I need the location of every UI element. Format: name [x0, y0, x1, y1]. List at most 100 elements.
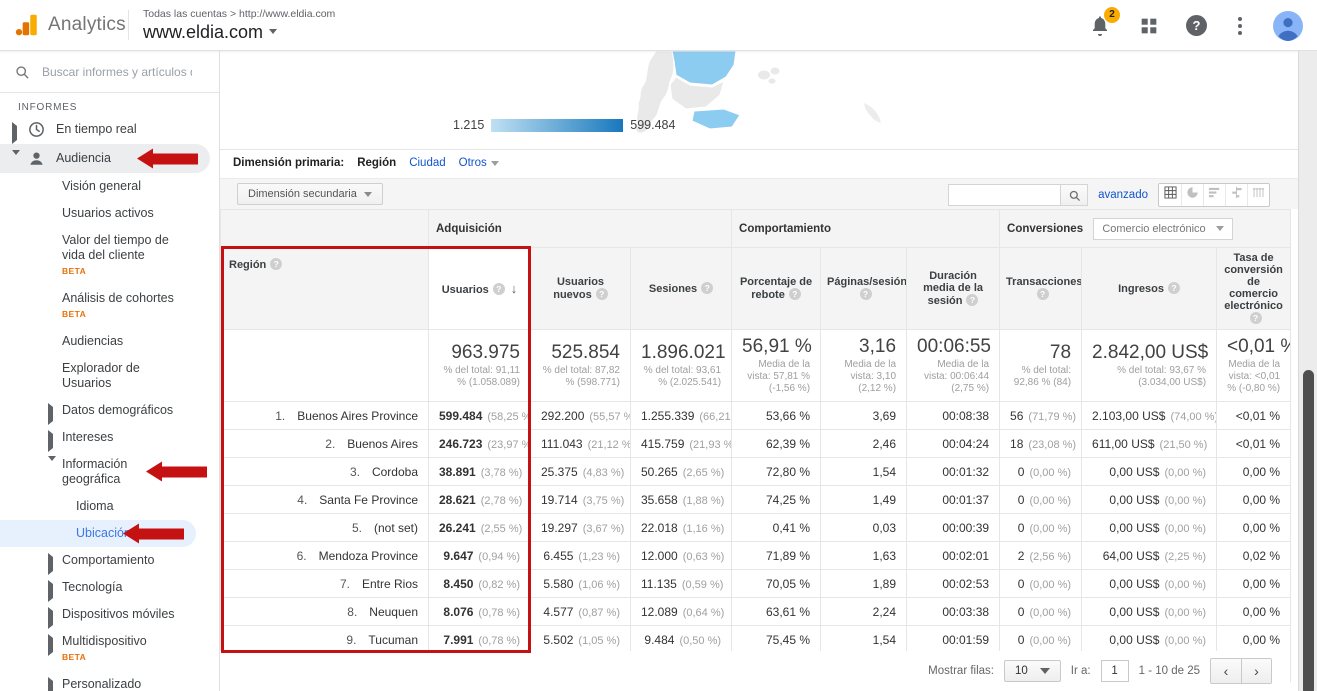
table-view-button[interactable] — [1159, 184, 1181, 206]
dimension-region-tab[interactable]: Región — [357, 157, 397, 169]
scrollbar-thumb[interactable] — [1303, 370, 1314, 691]
prev-page-button[interactable]: ‹ — [1211, 659, 1241, 683]
user-avatar[interactable] — [1273, 10, 1303, 41]
chevron-right-icon[interactable] — [48, 553, 53, 575]
help-icon[interactable]: ? — [270, 258, 283, 270]
sidebar-search-input[interactable] — [42, 64, 192, 79]
comparison-view-button[interactable] — [1225, 184, 1247, 206]
help-icon[interactable]: ? — [1249, 312, 1262, 324]
help-icon[interactable]: ? — [1167, 282, 1180, 294]
next-page-button[interactable]: › — [1241, 659, 1271, 683]
dimension-city-tab[interactable]: Ciudad — [409, 157, 446, 169]
overflow-menu-button[interactable] — [1233, 16, 1247, 35]
account-breadcrumb[interactable]: Todas las cuentas > http://www.eldia.com — [143, 7, 336, 20]
sidebar-item-personalizado[interactable]: Personalizado — [0, 671, 219, 691]
column-header-usuarios[interactable]: Usuarios? ↓ — [428, 247, 531, 330]
table-row[interactable]: 2. Buenos Aires 246.723 (23,97 %) 111.043 (21… — [220, 429, 1292, 458]
sidebar-item-datos-demograficos[interactable]: Datos demográficos — [0, 397, 219, 425]
chevron-right-icon[interactable] — [48, 634, 53, 656]
metric-cell-usuarios: 8.450 (0,82 %) — [428, 569, 531, 598]
column-header-transacciones[interactable]: Transacciones? — [999, 247, 1083, 330]
rows-per-page-select[interactable]: 10 — [1004, 660, 1061, 682]
metric-percent: (3,67 %) — [582, 522, 625, 535]
table-row[interactable]: 6. Mendoza Province 9.647 (0,94 %) 6.455 (1,2… — [220, 541, 1292, 570]
sidebar-item-dispositivos-moviles[interactable]: Dispositivos móviles — [0, 601, 219, 629]
region-cell[interactable]: 7. Entre Rios — [220, 569, 429, 598]
analytics-logo[interactable]: Analytics — [14, 12, 126, 38]
sidebar-item-audiencias[interactable]: Audiencias — [0, 328, 219, 355]
table-search-input[interactable] — [948, 184, 1061, 206]
column-header-duracion-media-de-la-sesion[interactable]: Duración media de la sesión? — [906, 247, 1001, 330]
help-icon[interactable]: ? — [701, 282, 714, 294]
table-row[interactable]: 1. Buenos Aires Province 599.484 (58,25 %) 2… — [220, 401, 1292, 430]
column-header-sesiones[interactable]: Sesiones? — [629, 247, 733, 330]
sidebar-item-informacion-geografica[interactable]: Información geográfica — [0, 451, 219, 493]
help-icon[interactable]: ? — [595, 288, 608, 300]
sidebar-item-usuarios-activos[interactable]: Usuarios activos — [0, 200, 219, 227]
column-header-region[interactable]: Región? — [220, 247, 429, 330]
region-cell[interactable]: 6. Mendoza Province — [220, 541, 429, 570]
region-cell[interactable]: 5. (not set) — [220, 513, 429, 542]
chevron-down-icon[interactable] — [12, 150, 20, 170]
column-header-porcentaje-de-rebote[interactable]: Porcentaje de rebote? — [731, 247, 822, 330]
sidebar-item-multidispositivo[interactable]: Multidispositivo BETA — [0, 628, 219, 671]
sidebar-item-analisis-de-cohortes[interactable]: Análisis de cohortes BETA — [0, 285, 219, 328]
help-icon[interactable]: ? — [788, 288, 801, 300]
table-row[interactable]: 9. Tucuman 7.991 (0,78 %) 5.502 (1,05 %) 9.484… — [220, 625, 1292, 654]
region-cell[interactable]: 2. Buenos Aires — [220, 429, 429, 458]
performance-view-button[interactable] — [1203, 184, 1225, 206]
sidebar-item-intereses[interactable]: Intereses — [0, 424, 219, 452]
geo-map[interactable] — [628, 51, 1108, 143]
sidebar-search[interactable] — [0, 51, 219, 93]
sidebar-item-explorador-de-usuarios[interactable]: Explorador de Usuarios — [0, 355, 219, 397]
table-search-button[interactable] — [1060, 184, 1089, 206]
chevron-down-icon[interactable] — [48, 456, 56, 476]
dimension-other-tab[interactable]: Otros — [459, 157, 499, 169]
region-cell[interactable]: 9. Tucuman — [220, 625, 429, 654]
table-row[interactable]: 7. Entre Rios 8.450 (0,82 %) 5.580 (1,06 %) 11… — [220, 569, 1292, 598]
column-header-usuarios-nuevos[interactable]: Usuarios nuevos? — [530, 247, 631, 330]
help-icon[interactable]: ? — [492, 283, 505, 295]
column-header-tasa-de-conversion-de-comercio-electronico[interactable]: Tasa de conversión de comercio electróni… — [1216, 247, 1292, 330]
region-cell[interactable]: 8. Neuquen — [220, 597, 429, 626]
help-icon[interactable]: ? — [1036, 288, 1049, 300]
help-icon[interactable]: ? — [859, 288, 872, 300]
chevron-right-icon[interactable] — [48, 403, 53, 425]
chevron-right-icon[interactable] — [12, 122, 17, 144]
goto-page-input[interactable] — [1100, 660, 1129, 682]
sidebar-item-en-tiempo-real[interactable]: En tiempo real — [0, 115, 219, 144]
metric-value: 0,00 % — [1242, 464, 1281, 479]
conversions-type-select[interactable]: Comercio electrónico — [1093, 217, 1233, 240]
sidebar-item-comportamiento[interactable]: Comportamiento — [0, 547, 219, 575]
sidebar-item-idioma[interactable]: Idioma — [0, 493, 219, 520]
percentage-view-button[interactable] — [1181, 184, 1203, 206]
advanced-filter-link[interactable]: avanzado — [1098, 189, 1148, 201]
chevron-right-icon[interactable] — [48, 580, 53, 602]
sidebar-item-valor-del-tiempo-de-vida-del-cliente[interactable]: Valor del tiempo de vida del cliente BETA — [0, 227, 219, 285]
apps-grid-button[interactable] — [1138, 15, 1160, 37]
sidebar-item-tecnologia[interactable]: Tecnología — [0, 574, 219, 602]
property-selector[interactable]: www.eldia.com — [143, 21, 335, 43]
vertical-scrollbar[interactable] — [1298, 51, 1317, 691]
chevron-right-icon[interactable] — [48, 677, 53, 691]
secondary-dimension-button[interactable]: Dimensión secundaria — [237, 183, 383, 205]
table-row[interactable]: 5. (not set) 26.241 (2,55 %) 19.297 (3,67 %) 2… — [220, 513, 1292, 542]
region-cell[interactable]: 3. Cordoba — [220, 457, 429, 486]
sidebar-item-vision-general[interactable]: Visión general — [0, 173, 219, 200]
region-cell[interactable]: 4. Santa Fe Province — [220, 485, 429, 514]
notifications-button[interactable]: 2 — [1088, 6, 1120, 38]
column-header-ingresos[interactable]: Ingresos? — [1081, 247, 1218, 330]
chevron-right-icon[interactable] — [48, 607, 53, 629]
table-row[interactable]: 3. Cordoba 38.891 (3,78 %) 25.375 (4,83 %) 50.… — [220, 457, 1292, 486]
sidebar-item-ubicacion[interactable]: Ubicación — [0, 520, 196, 547]
table-row[interactable]: 4. Santa Fe Province 28.621 (2,78 %) 19.714 (… — [220, 485, 1292, 514]
sort-descending-icon[interactable]: ↓ — [510, 281, 518, 296]
column-header-paginas-sesion[interactable]: Páginas/sesión? — [820, 247, 908, 330]
table-row[interactable]: 8. Neuquen 8.076 (0,78 %) 4.577 (0,87 %) 12.08… — [220, 597, 1292, 626]
help-button[interactable]: ? — [1186, 15, 1207, 36]
pivot-view-button[interactable] — [1247, 184, 1269, 206]
help-icon[interactable]: ? — [966, 294, 979, 306]
region-cell[interactable]: 1. Buenos Aires Province — [220, 401, 429, 430]
chevron-right-icon[interactable] — [48, 430, 53, 452]
sidebar-item-audiencia[interactable]: Audiencia — [0, 144, 210, 173]
